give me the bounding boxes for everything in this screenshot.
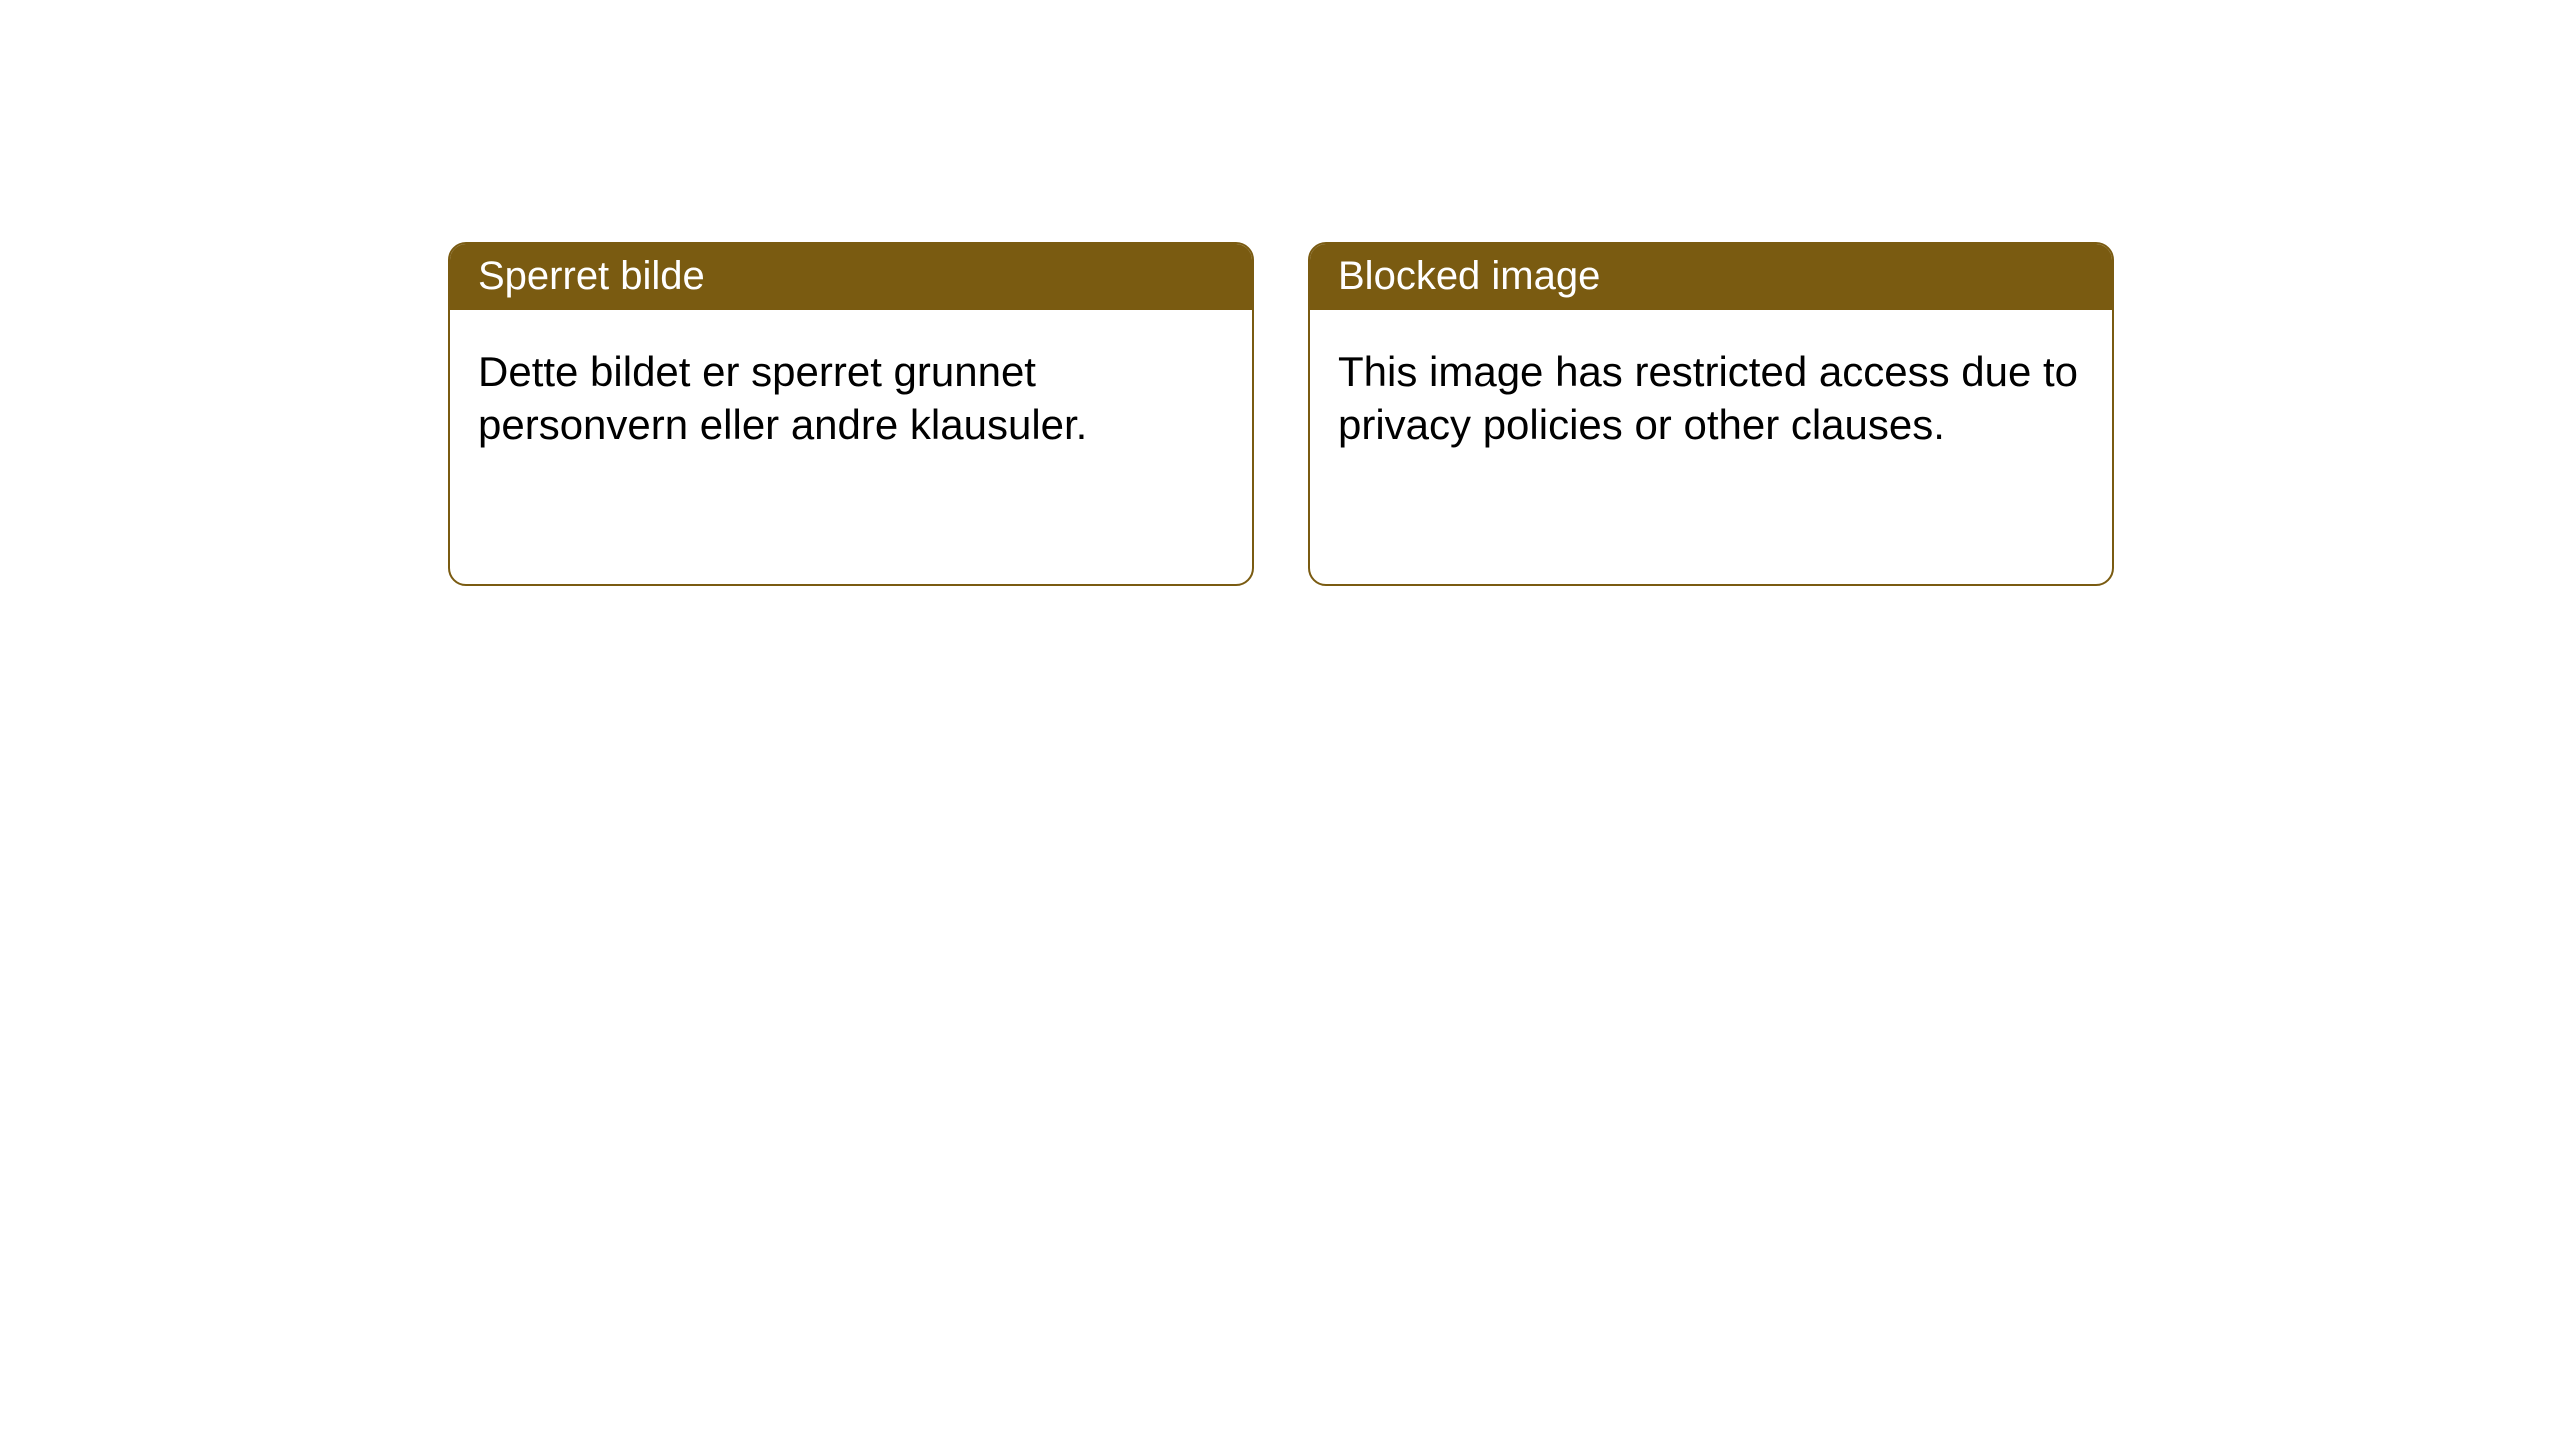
card-text-en: This image has restricted access due to …	[1338, 348, 2078, 448]
card-title-no: Sperret bilde	[478, 254, 705, 298]
card-title-en: Blocked image	[1338, 254, 1600, 298]
card-text-no: Dette bildet er sperret grunnet personve…	[478, 348, 1087, 448]
blocked-image-card-en: Blocked image This image has restricted …	[1308, 242, 2114, 586]
blocked-image-card-no: Sperret bilde Dette bildet er sperret gr…	[448, 242, 1254, 586]
blocked-image-cards: Sperret bilde Dette bildet er sperret gr…	[448, 242, 2114, 586]
card-header-no: Sperret bilde	[450, 244, 1252, 310]
card-header-en: Blocked image	[1310, 244, 2112, 310]
card-body-no: Dette bildet er sperret grunnet personve…	[450, 310, 1252, 479]
card-body-en: This image has restricted access due to …	[1310, 310, 2112, 479]
